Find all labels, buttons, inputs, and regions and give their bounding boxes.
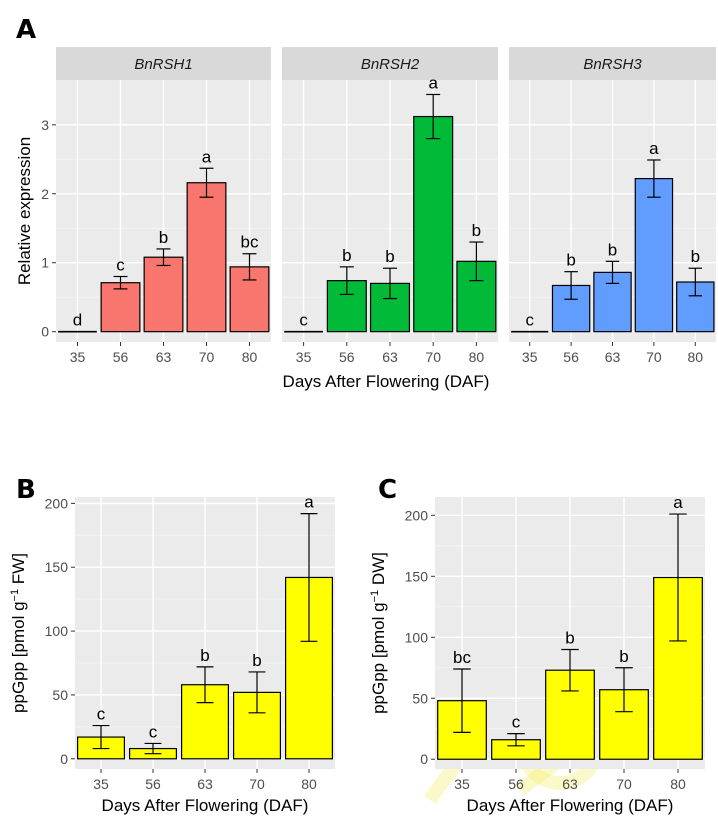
a-BnRSH2-x-tick-label: 70 <box>425 349 441 365</box>
b-significance-letter: c <box>149 722 158 741</box>
c-x-tick-label: 63 <box>562 776 578 792</box>
b-y-axis-title: ppGpp [pmol g−1 FW] <box>9 553 28 713</box>
facet-strip-label-BnRSH2: BnRSH2 <box>361 56 420 73</box>
a-y-axis-title: Relative expression <box>15 137 34 285</box>
c-x-tick-label: 56 <box>508 776 524 792</box>
a-BnRSH1-significance-letter: b <box>159 228 168 247</box>
b-significance-letter: c <box>97 705 106 724</box>
c-y-tick-label: 200 <box>405 507 429 523</box>
c-x-tick-label: 80 <box>670 776 686 792</box>
a-BnRSH1-bar-70 <box>186 182 227 333</box>
chart-b-ppgpp-fw: 0 50 100 150 200 c c b b a 35 56 63 70 80 ppGpp [pmol g… <box>9 493 335 815</box>
a-BnRSH1-y-tick-label: 2 <box>41 186 49 202</box>
b-x-tick-label: 80 <box>301 776 317 792</box>
a-BnRSH1-significance-letter: a <box>202 147 212 166</box>
a-BnRSH2-significance-letter: c <box>299 311 308 330</box>
c-y-tick-label: 150 <box>405 568 429 584</box>
c-y-tick-label: 50 <box>412 690 428 706</box>
a-BnRSH2-bar-70 <box>413 115 454 333</box>
a-BnRSH1-significance-letter: bc <box>241 233 259 252</box>
b-y-tick-label: 150 <box>45 559 69 575</box>
a-BnRSH3-significance-letter: b <box>691 247 700 266</box>
a-BnRSH1-x-tick-label: 35 <box>70 349 86 365</box>
b-significance-letter: a <box>304 493 314 512</box>
a-BnRSH2-x-tick-label: 35 <box>296 349 312 365</box>
facet-strip-BnRSH2 <box>282 47 498 80</box>
b-y-tick-label: 0 <box>60 751 68 767</box>
facet-strip-BnRSH1 <box>56 47 271 80</box>
a-BnRSH1-y-tick-label: 3 <box>41 117 49 133</box>
a-BnRSH1-significance-letter: c <box>116 256 125 275</box>
b-x-tick-label: 70 <box>249 776 265 792</box>
a-BnRSH1-x-tick-label: 56 <box>113 349 129 365</box>
c-y-tick-label: 0 <box>420 751 428 767</box>
a-BnRSH1-bar-63 <box>143 256 184 333</box>
c-y-tick-label: 100 <box>405 629 429 645</box>
b-significance-letter: b <box>200 646 209 665</box>
a-BnRSH1-x-tick-label: 80 <box>242 349 258 365</box>
b-y-axis-title-part: −1 <box>9 589 21 602</box>
c-y-axis-title: ppGpp [pmol g−1 DW] <box>369 552 388 714</box>
a-BnRSH2-x-tick-label: 63 <box>382 349 398 365</box>
c-x-axis-title: Days After Flowering (DAF) <box>467 796 674 815</box>
b-y-tick-label: 100 <box>45 623 69 639</box>
a-BnRSH1-bar-56 <box>100 282 141 333</box>
a-BnRSH3-significance-letter: b <box>608 240 617 259</box>
a-BnRSH3-significance-letter: c <box>525 311 534 330</box>
a-BnRSH3-bar-70 <box>634 177 674 333</box>
a-BnRSH1-x-tick-label: 63 <box>156 349 172 365</box>
a-BnRSH1-significance-letter: d <box>73 311 82 330</box>
a-BnRSH3-x-tick-label: 35 <box>522 349 538 365</box>
facet-strip-label-BnRSH3: BnRSH3 <box>583 56 642 73</box>
b-y-tick-label: 50 <box>52 687 68 703</box>
a-BnRSH2-significance-letter: b <box>385 247 394 266</box>
panel-label-c: C <box>378 475 397 505</box>
a-BnRSH2-x-tick-label: 80 <box>469 349 485 365</box>
c-x-tick-label: 70 <box>616 776 632 792</box>
b-x-axis-title: Days After Flowering (DAF) <box>102 796 309 815</box>
c-y-axis-title-part: ppGpp [pmol g <box>369 602 388 714</box>
c-x-tick-label: 35 <box>454 776 470 792</box>
c-significance-letter: bc <box>453 648 471 667</box>
panel-label-b: B <box>16 475 36 505</box>
a-BnRSH3-significance-letter: b <box>566 251 575 270</box>
a-BnRSH2-significance-letter: b <box>472 221 481 240</box>
a-BnRSH3-x-tick-label: 63 <box>605 349 621 365</box>
c-y-axis-title-part: DW] <box>369 552 388 590</box>
b-y-axis-title-part: ppGpp [pmol g <box>9 601 28 713</box>
a-BnRSH3-x-tick-label: 80 <box>688 349 704 365</box>
c-significance-letter: b <box>565 628 574 647</box>
a-BnRSH2-significance-letter: b <box>342 246 351 265</box>
chart-c-ppgpp-dw: 0 50 100 150 200 bc c b b a 35 56 63 70 80 ppGpp [pmol … <box>369 493 705 815</box>
b-x-tick-label: 63 <box>197 776 213 792</box>
b-significance-letter: b <box>252 651 261 670</box>
a-BnRSH1-y-tick-label: 0 <box>41 324 49 340</box>
a-BnRSH3-x-tick-label: 56 <box>563 349 579 365</box>
c-significance-letter: c <box>512 713 521 732</box>
c-y-axis-title-part: −1 <box>369 590 381 603</box>
panel-label-a: A <box>16 15 36 45</box>
facet-strip-BnRSH3 <box>509 47 716 80</box>
b-x-tick-label: 56 <box>145 776 161 792</box>
a-BnRSH1-x-tick-label: 70 <box>199 349 215 365</box>
c-significance-letter: a <box>673 493 683 512</box>
a-BnRSH2-x-tick-label: 56 <box>339 349 355 365</box>
b-y-tick-label: 200 <box>45 495 69 511</box>
c-significance-letter: b <box>619 647 628 666</box>
a-BnRSH1-y-tick-label: 1 <box>41 255 49 271</box>
facet-strip-label-BnRSH1: BnRSH1 <box>134 56 192 73</box>
b-y-axis-title-part: FW] <box>9 553 28 589</box>
a-x-axis-title: Days After Flowering (DAF) <box>283 372 490 391</box>
a-BnRSH2-bar-80 <box>456 260 497 333</box>
b-x-tick-label: 35 <box>93 776 109 792</box>
a-BnRSH2-significance-letter: a <box>428 73 438 92</box>
a-BnRSH3-x-tick-label: 70 <box>646 349 662 365</box>
a-BnRSH3-significance-letter: a <box>649 139 659 158</box>
